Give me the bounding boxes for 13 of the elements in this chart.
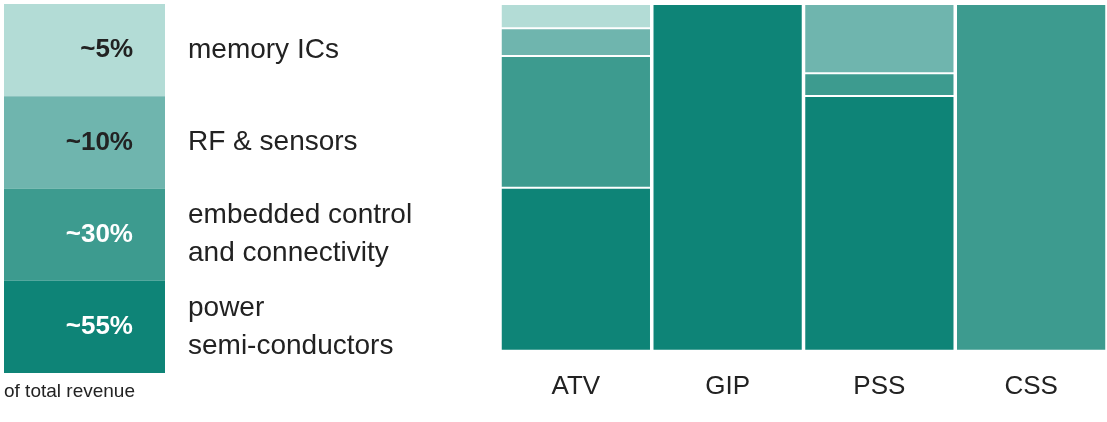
x-tick-label: PSS — [853, 369, 906, 400]
category-label: RF & sensors — [188, 125, 358, 157]
data-label: ~10% — [65, 125, 133, 156]
category-label: memory ICs — [188, 32, 339, 64]
category-label: embedded control and connectivity — [188, 198, 413, 268]
x-tick-label: GIP — [705, 369, 751, 400]
x-tick-label: ATV — [551, 369, 601, 400]
text: of total revenue — [4, 380, 136, 402]
category-label: power semi-conductors — [188, 290, 394, 360]
data-label: ~55% — [65, 310, 133, 341]
x-tick-label: CSS — [1004, 369, 1058, 400]
data-label: ~5% — [80, 33, 133, 64]
data-label: ~30% — [65, 217, 133, 248]
